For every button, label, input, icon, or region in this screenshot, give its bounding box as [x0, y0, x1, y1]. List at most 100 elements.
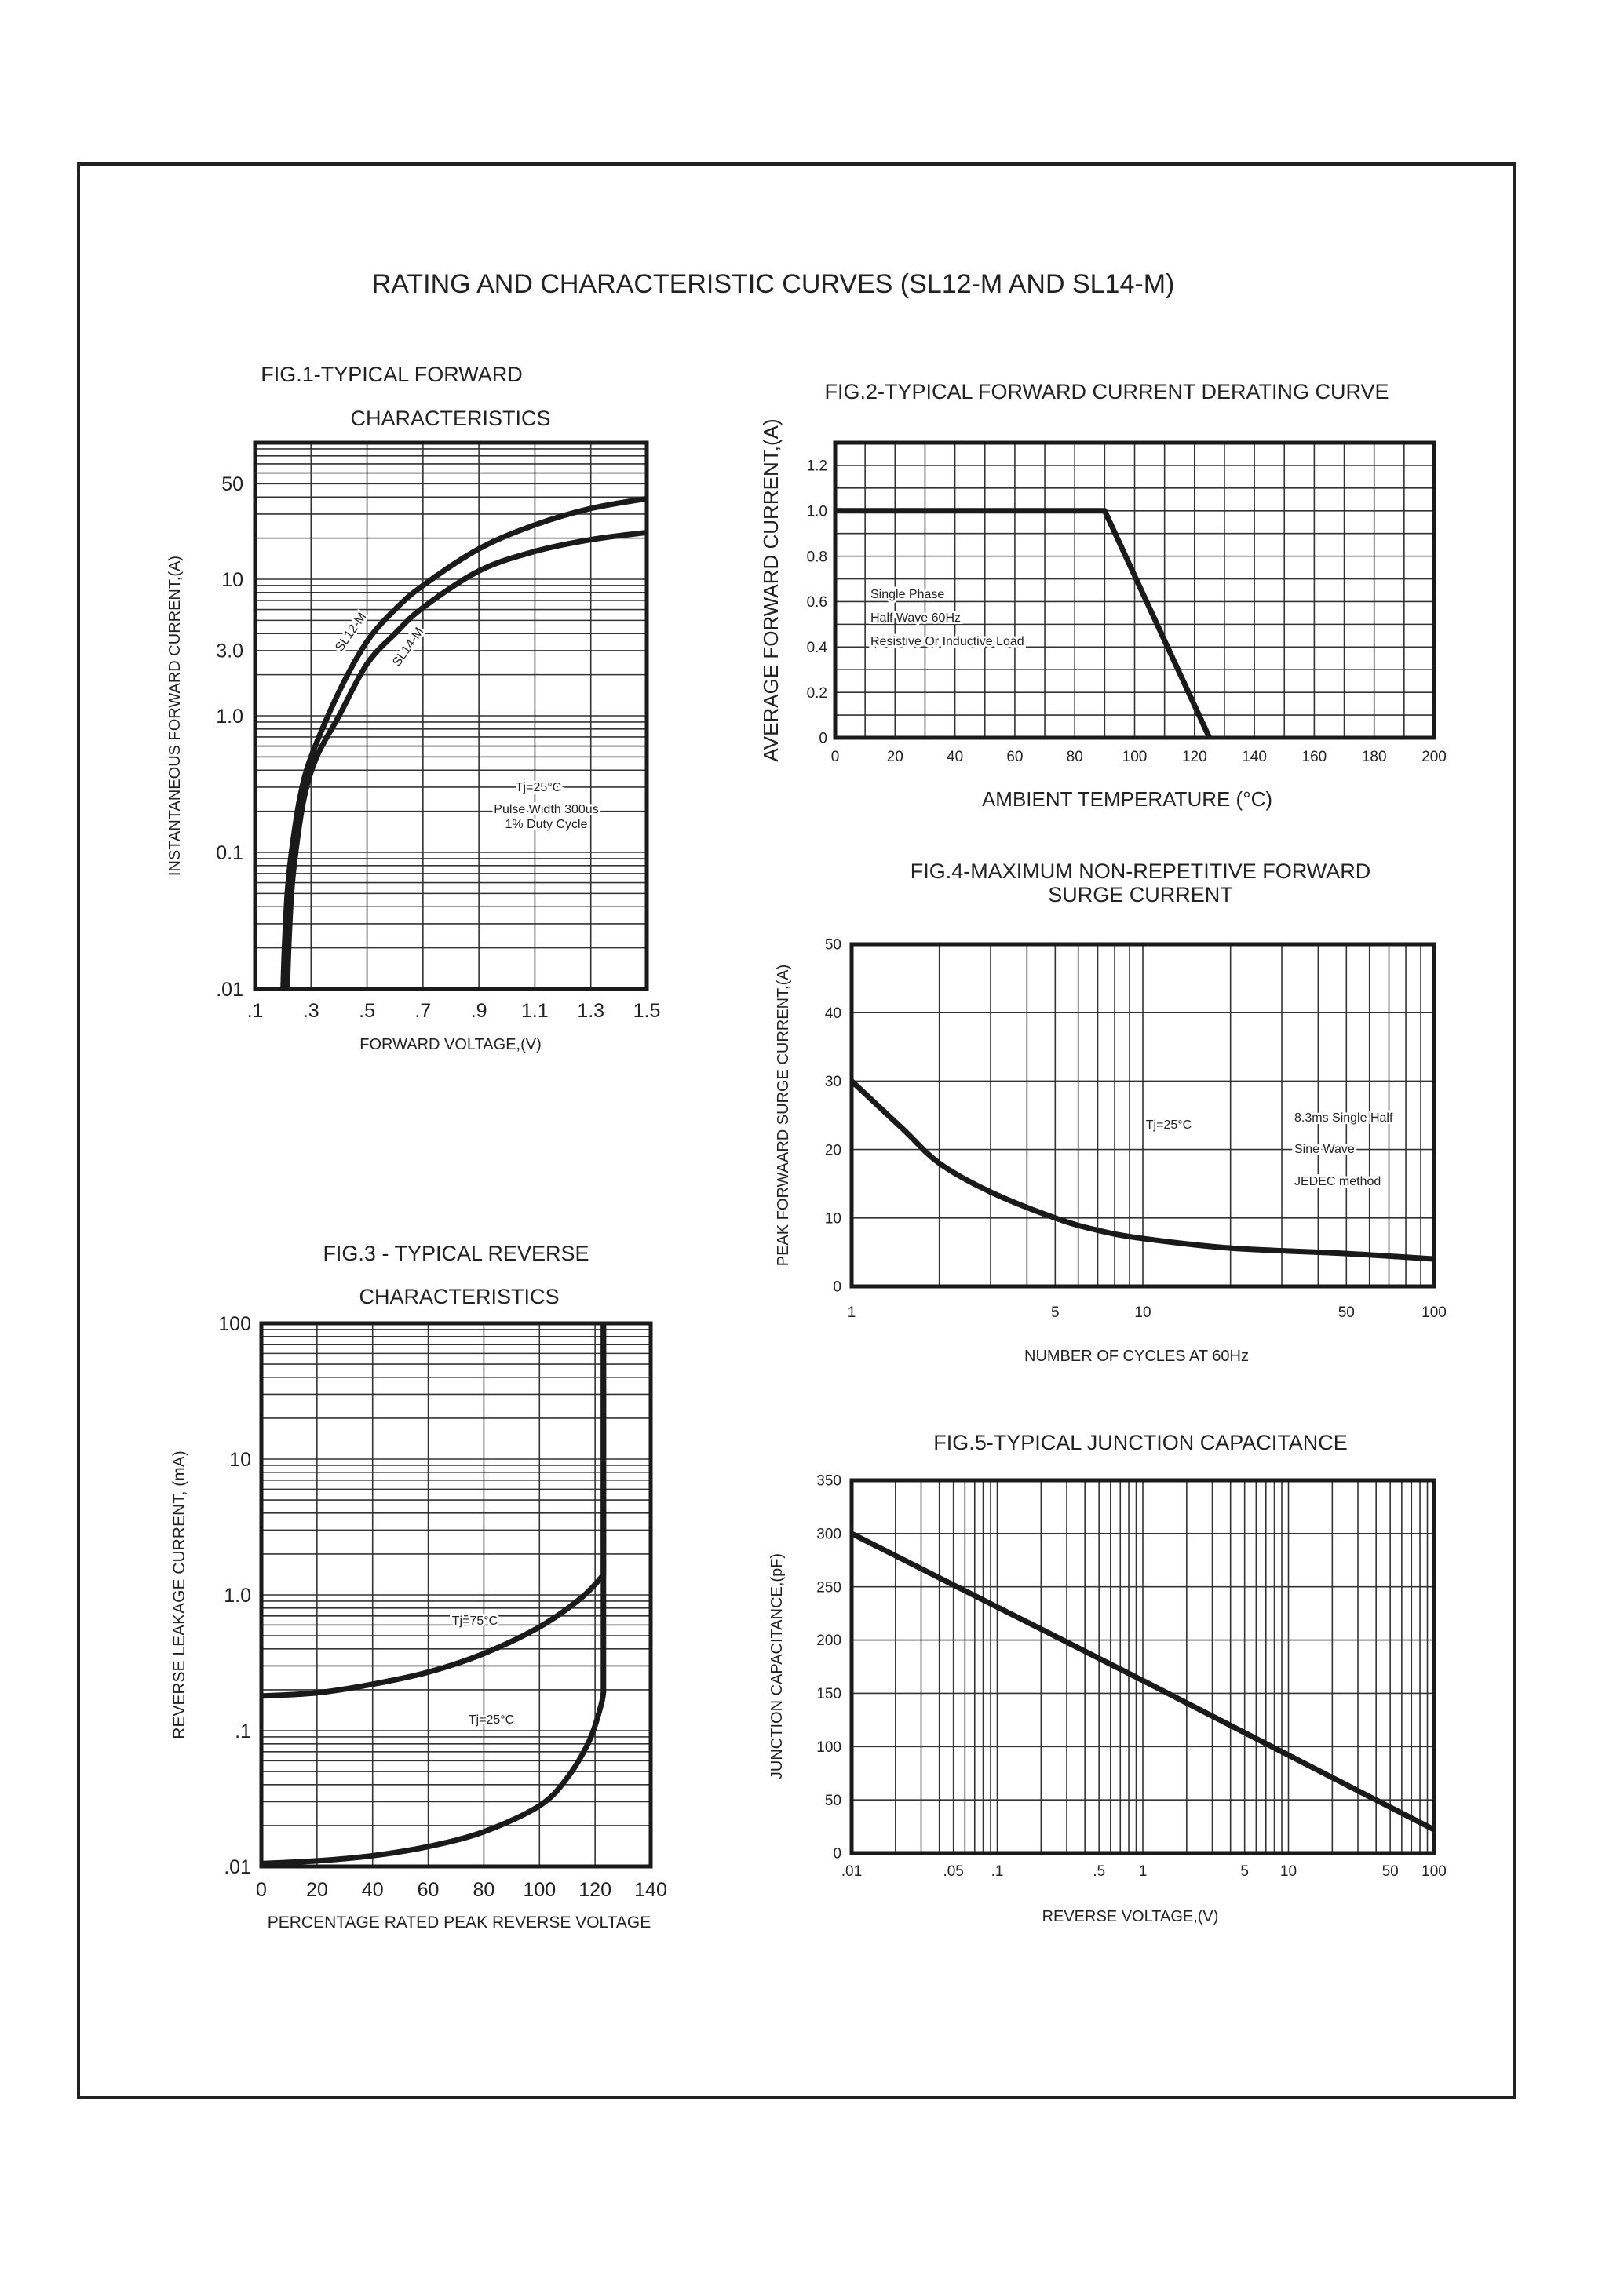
chart-title: FIG.1-TYPICAL FORWARD: [261, 363, 523, 386]
y-tick-label: 1.2: [807, 458, 827, 475]
page-border: [77, 162, 1516, 2099]
y-tick-label: 10: [229, 1449, 251, 1471]
annotation: 8.3ms Single Half: [1294, 1111, 1393, 1125]
y-axis-label: PEAK FORWAARD SURGE CURRENT,(A): [775, 965, 792, 1266]
y-tick-label: .01: [224, 1856, 251, 1878]
y-tick-label: 0: [819, 731, 827, 747]
chart-title: FIG.2-TYPICAL FORWARD CURRENT DERATING C…: [824, 380, 1389, 403]
x-axis-label: REVERSE VOLTAGE,(V): [1042, 1908, 1219, 1925]
y-tick-label: 250: [816, 1579, 841, 1596]
plot-frame: [253, 440, 649, 991]
page-title: RATING AND CHARACTERISTIC CURVES (SL12-M…: [371, 269, 1175, 299]
y-tick-label: 1.0: [807, 503, 827, 520]
x-tick-label: 1: [1139, 1863, 1148, 1880]
y-axis-label: INSTANTANEOUS FORWARD CURRENT,(A): [166, 556, 184, 876]
x-tick-label: 100: [1421, 1304, 1447, 1321]
chart-title: FIG.4-MAXIMUM NON-REPETITIVE FORWARD: [911, 859, 1371, 883]
annotation: Resistive Or Inductive Load: [870, 635, 1024, 648]
x-tick-label: 20: [887, 749, 903, 765]
x-tick-label: 60: [1006, 749, 1023, 765]
x-tick-label: 5: [1051, 1304, 1060, 1321]
annotation: 1% Duty Cycle: [505, 818, 588, 831]
y-tick-label: 30: [825, 1074, 841, 1090]
x-tick-label: 40: [947, 749, 963, 765]
annotation: Half Wave 60Hz: [870, 611, 961, 625]
x-tick-label: 50: [1338, 1304, 1355, 1321]
y-tick-label: 3.0: [216, 640, 243, 662]
x-tick-label: .01: [841, 1863, 862, 1880]
series-label: Tj=75°C: [452, 1615, 498, 1628]
series-line-0: [849, 1078, 1435, 1262]
x-tick-label: .5: [359, 1000, 375, 1022]
x-tick-label: 180: [1362, 749, 1387, 765]
x-tick-label: 5: [1240, 1863, 1249, 1880]
grid: [261, 1323, 651, 1866]
series-line-sl14-m: [284, 529, 648, 990]
x-tick-label: 140: [1242, 749, 1267, 765]
series-line-tj-25-c: [261, 1323, 607, 1866]
y-tick-label: 350: [816, 1473, 841, 1490]
annotation: Sine Wave: [1294, 1143, 1355, 1156]
y-tick-label: 100: [816, 1739, 841, 1756]
y-tick-label: 20: [825, 1142, 841, 1158]
x-tick-label: .7: [414, 1000, 431, 1022]
series-line-0: [850, 1531, 1436, 1833]
y-tick-label: 1.0: [216, 706, 243, 728]
x-tick-label: 100: [1122, 749, 1148, 765]
y-axis-label: REVERSE LEAKAGE CURRENT, (mA): [170, 1450, 188, 1739]
x-axis-label: AMBIENT TEMPERATURE (°C): [982, 787, 1272, 811]
series-line-sl12-m: [280, 495, 648, 990]
y-tick-label: 0.8: [807, 549, 827, 565]
x-tick-label: .05: [943, 1863, 963, 1880]
x-tick-label: .3: [303, 1000, 319, 1022]
chart-title: FIG.3 - TYPICAL REVERSE: [323, 1242, 589, 1265]
x-tick-label: .1: [247, 1000, 264, 1022]
y-tick-label: 0.6: [807, 594, 827, 611]
y-tick-label: .01: [216, 979, 243, 1001]
x-tick-label: 100: [523, 1879, 556, 1901]
y-tick-label: 50: [825, 937, 841, 954]
chart-title: CHARACTERISTICS: [350, 407, 550, 430]
x-tick-label: 100: [1421, 1863, 1447, 1880]
x-tick-label: 10: [1280, 1863, 1297, 1880]
y-tick-label: 0: [833, 1279, 841, 1296]
x-tick-label: 60: [418, 1879, 440, 1901]
x-tick-label: 10: [1134, 1304, 1151, 1321]
series-line-0: [835, 508, 1213, 739]
annotation: Pulse Width 300us: [494, 803, 598, 816]
x-tick-label: 1.5: [633, 1000, 661, 1022]
x-tick-label: 80: [473, 1879, 495, 1901]
y-tick-label: .1: [235, 1720, 251, 1742]
y-tick-label: 0: [833, 1846, 841, 1863]
annotation: Single Phase: [870, 588, 944, 601]
x-tick-label: 200: [1421, 749, 1447, 765]
plot-frame: [849, 1478, 1436, 1855]
x-tick-label: 1.1: [521, 1000, 549, 1022]
x-tick-label: 140: [634, 1879, 667, 1901]
figure-3: FIG.3 - TYPICAL REVERSE CHARACTERISTICS 0 2…: [170, 1242, 667, 1932]
plot-frame: [259, 1321, 653, 1869]
x-tick-label: 20: [306, 1879, 328, 1901]
x-tick-label: 160: [1302, 749, 1327, 765]
y-axis-label: JUNCTION CAPACITANCE,(pF): [768, 1553, 786, 1779]
annotation: Tj=25°C: [1146, 1118, 1192, 1132]
y-tick-label: 50: [825, 1793, 841, 1809]
x-tick-label: .1: [991, 1863, 1004, 1880]
figure-1: FIG.1-TYPICAL FORWARD CHARACTERISTICS .1 .3…: [166, 363, 660, 1053]
annotation: JEDEC method: [1294, 1175, 1381, 1188]
grid: [852, 944, 1434, 1286]
x-tick-label: 1.3: [577, 1000, 604, 1022]
grid: [255, 443, 647, 989]
x-axis-label: PERCENTAGE RATED PEAK REVERSE VOLTAGE: [268, 1914, 651, 1932]
x-tick-label: 0: [831, 749, 840, 765]
y-tick-label: 100: [218, 1313, 251, 1335]
x-tick-label: 120: [1182, 749, 1207, 765]
y-tick-label: 10: [825, 1210, 841, 1227]
x-tick-label: 40: [362, 1879, 384, 1901]
y-tick-label: 40: [825, 1005, 841, 1022]
y-tick-label: 0.2: [807, 685, 827, 702]
plot-frame: [833, 440, 1436, 740]
y-tick-label: 1.0: [224, 1585, 251, 1607]
annotation: Tj=25°C: [516, 781, 561, 794]
